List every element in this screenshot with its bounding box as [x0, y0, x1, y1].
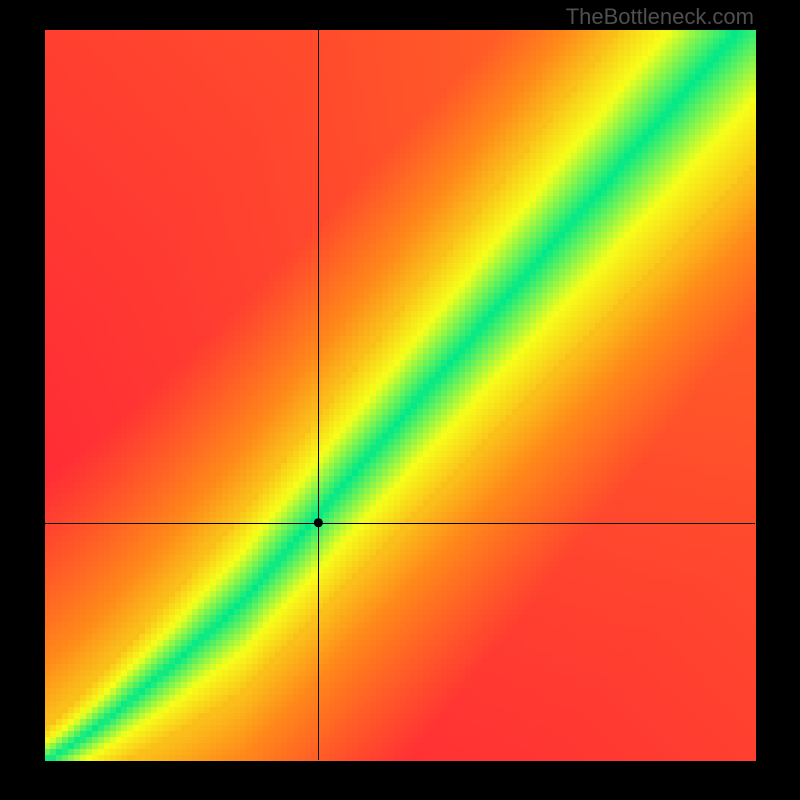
heatmap-canvas	[0, 0, 800, 800]
attribution-label: TheBottleneck.com	[566, 4, 754, 30]
chart-container: TheBottleneck.com	[0, 0, 800, 800]
